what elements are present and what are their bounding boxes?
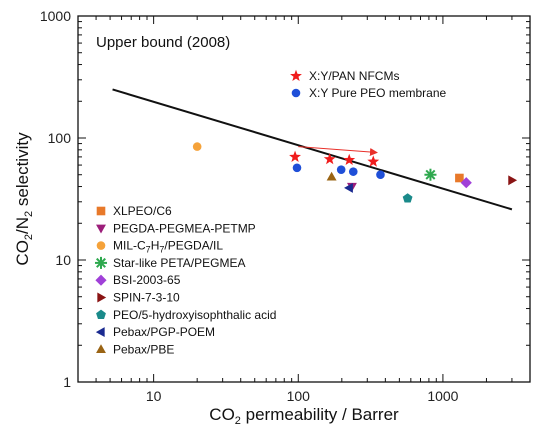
data-point-asterisk [424, 168, 437, 181]
x-tick-label: 10 [146, 388, 162, 404]
legend-label: SPIN-7-3-10 [113, 291, 180, 305]
legend-entry: PEO/5-hydroxyisophthalic acid [96, 308, 276, 322]
x-axis-title: CO2 permeability / Barrer [209, 405, 399, 427]
y-tick-label: 1 [63, 374, 71, 390]
x-axis-title-rest: permeability / Barrer [241, 405, 399, 424]
legend-entry: PEGDA-PEGMEA-PETMP [96, 221, 256, 235]
data-point-star [367, 155, 380, 167]
data-point-star [343, 153, 356, 166]
legend-layer: X:Y/PAN NFCMs X:Y Pure PEO membrane XLPEO/… [94, 69, 447, 356]
y-axis-title-b-sub: 2 [23, 211, 35, 217]
legend-label: Star-like PETA/PEGMEA [113, 256, 245, 270]
shift-arrow [298, 146, 378, 157]
legend-label: X:Y/PAN NFCMs [309, 69, 399, 83]
legend-label: Pebax/PBE [113, 342, 174, 356]
plot-frame [77, 15, 531, 383]
legend-marker-triangle-up [96, 344, 106, 354]
data-point-star [323, 152, 336, 165]
points-layer [192, 142, 518, 203]
y-axis-title: CO2/N2 selectivity [13, 132, 35, 266]
legend-marker-asterisk [94, 256, 108, 269]
data-point-circle [376, 170, 385, 180]
legend-label: X:Y Pure PEO membrane [309, 86, 447, 100]
legend-entry: XLPEO/C6 [96, 204, 172, 218]
legend-entry: Pebax/PBE [96, 342, 174, 356]
legend-label: PEGDA-PEGMEA-PETMP [113, 221, 256, 235]
x-tick-label: 1000 [427, 388, 458, 404]
data-point-circle [292, 163, 302, 173]
legend-marker-triangle-down [96, 224, 106, 234]
legend-marker-triangle-left [95, 327, 105, 338]
data-point-circle [336, 165, 346, 174]
legend-entry: X:Y/PAN NFCMs [290, 69, 399, 83]
legend-marker-star [290, 69, 302, 82]
y-tick-label: 10 [55, 252, 71, 268]
y-axis-title-rest: selectivity [13, 132, 32, 211]
legend-entry: Star-like PETA/PEGMEA [94, 256, 245, 270]
legend-entry: BSI-2003-65 [95, 273, 181, 287]
x-tick-label: 100 [287, 388, 311, 404]
legend-entry: X:Y Pure PEO membrane [291, 86, 447, 100]
data-point-circle [192, 142, 202, 151]
legend-label: BSI-2003-65 [113, 273, 181, 287]
upper-bound-layer [112, 88, 513, 211]
legend-entry: SPIN-7-3-10 [97, 291, 180, 305]
legend-label: PEO/5-hydroxyisophthalic acid [113, 308, 276, 322]
legend-label: Pebax/PGP-POEM [113, 325, 215, 339]
y-tick-label: 1000 [40, 8, 71, 24]
x-axis-title-sub: 2 [235, 415, 241, 427]
legend-marker-pentagon [96, 309, 106, 319]
data-point-triangle-right [508, 175, 518, 186]
x-axis-title-base: CO [209, 405, 235, 424]
data-point-triangle-up [326, 171, 337, 181]
upper-bound-line [112, 88, 513, 211]
data-point-pentagon [402, 193, 413, 203]
y-axis-title-b: /N [13, 217, 32, 234]
upper-bound-annotation: Upper bound (2008) [96, 34, 230, 51]
y-axis-title-a-sub: 2 [23, 234, 35, 240]
data-point-circle [348, 167, 358, 176]
ticks-layer: 10 100 1000 1 10 100 1000 [40, 8, 531, 404]
y-axis-title-a: CO [13, 240, 32, 266]
data-point-square [455, 173, 464, 183]
legend-marker-circle [291, 88, 301, 98]
data-point-star [289, 150, 301, 162]
legend-marker-circle [96, 241, 106, 250]
legend-label: XLPEO/C6 [113, 204, 172, 218]
data-point-diamond [460, 177, 472, 189]
legend-marker-square [96, 206, 106, 216]
legend-entry: Pebax/PGP-POEM [95, 325, 215, 339]
data-point-triangle-left [344, 182, 353, 193]
legend-marker-diamond [95, 274, 107, 286]
legend-entry: MIL-C7H7/PEGDA/IL [96, 239, 223, 255]
y-tick-label: 100 [48, 130, 72, 146]
legend-marker-triangle-right [97, 292, 107, 303]
legend-label: MIL-C7H7/PEGDA/IL [113, 239, 223, 255]
